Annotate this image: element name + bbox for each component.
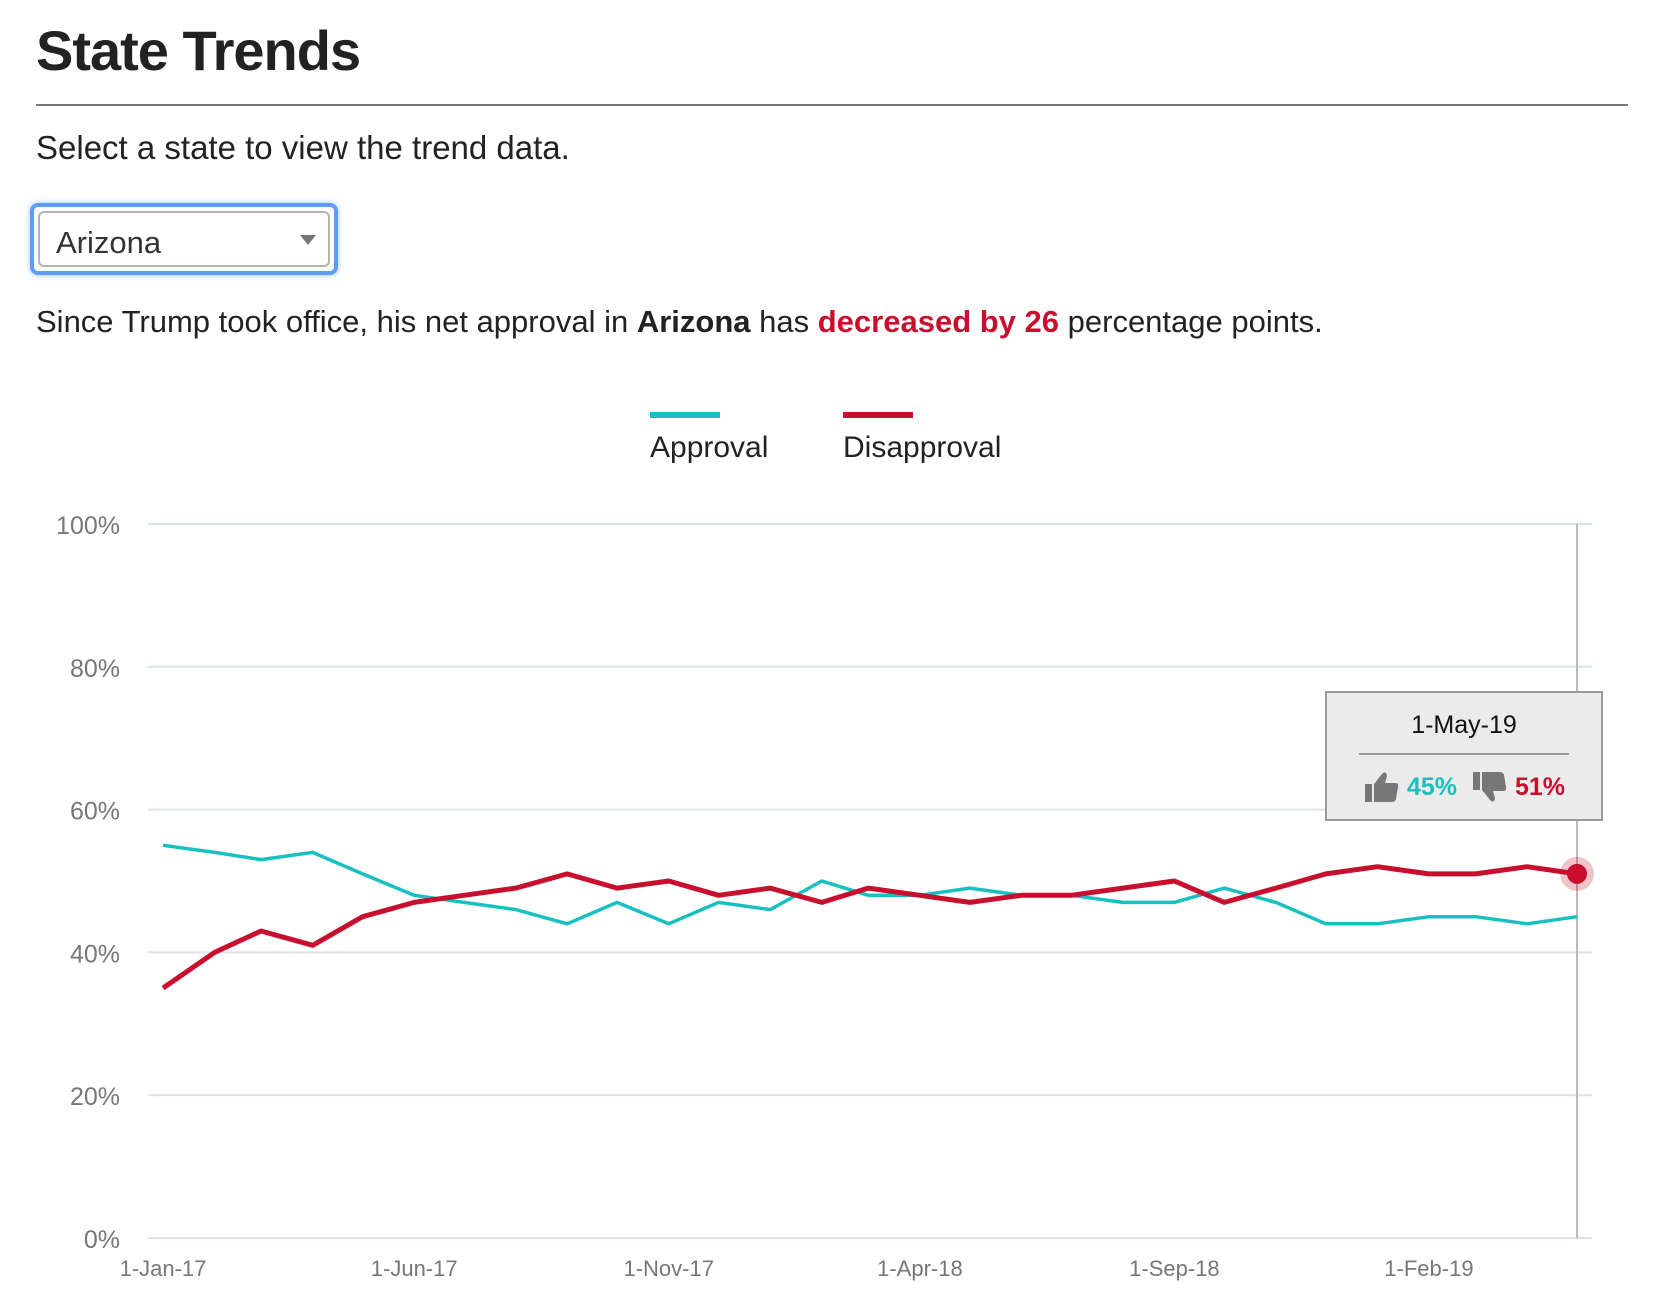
state-select-box[interactable]: Arizona (38, 211, 330, 267)
y-axis: 0% 20% 40% 60% 80% 100% (56, 512, 120, 1254)
x-tick-label: 1-Jan-17 (120, 1256, 207, 1281)
thumbs-down-icon (1473, 772, 1507, 802)
summary-suffix: percentage points. (1067, 304, 1323, 339)
x-tick-label: 1-Jun-17 (371, 1256, 458, 1281)
chart-series (161, 843, 1578, 991)
tooltip-date: 1-May-19 (1411, 711, 1517, 739)
summary-change: decreased by 26 (817, 304, 1060, 339)
y-tick-label: 0% (84, 1226, 120, 1254)
series-line-approval (162, 843, 1578, 926)
y-tick-label: 40% (70, 940, 120, 968)
net-approval-summary: Since Trump took office, his net approva… (36, 304, 1323, 340)
x-tick-label: 1-Sep-18 (1129, 1256, 1220, 1281)
legend-label-approval: Approval (650, 431, 768, 464)
highlight-point-disapproval[interactable] (1567, 863, 1587, 884)
title-divider (36, 104, 1628, 106)
summary-state: Arizona (636, 304, 751, 339)
legend-label-disapproval: Disapproval (843, 431, 1001, 464)
tooltip-disapproval-value: 51% (1515, 772, 1566, 801)
y-tick-label: 100% (56, 512, 120, 540)
tooltip-approval-value: 45% (1406, 772, 1457, 801)
y-tick-label: 20% (70, 1083, 120, 1111)
chart-legend: Approval Disapproval (650, 412, 1001, 464)
x-tick-label: 1-Feb-19 (1384, 1256, 1473, 1281)
y-tick-label: 80% (70, 655, 120, 683)
chevron-down-icon (300, 235, 316, 245)
x-tick-label: 1-Apr-18 (877, 1256, 963, 1281)
state-select-value: Arizona (56, 225, 162, 260)
tooltip-divider (1359, 753, 1569, 755)
y-tick-label: 60% (70, 798, 120, 826)
page-title: State Trends (36, 19, 361, 82)
thumbs-up-icon (1364, 772, 1399, 802)
x-tick-label: 1-Nov-17 (623, 1256, 713, 1281)
x-axis: 1-Jan-17 1-Jun-17 1-Nov-17 1-Apr-18 1-Sep-18… (120, 1256, 1474, 1281)
instructions-text: Select a state to view the trend data. (36, 129, 570, 166)
chart-markers[interactable] (1560, 856, 1594, 891)
chart-grid (148, 523, 1592, 1239)
tooltip-values: 45% 51% (1327, 769, 1601, 805)
series-line-disapproval (161, 864, 1578, 991)
summary-prefix: Since Trump took office, his net approva… (36, 304, 629, 339)
data-tooltip: 1-May-19 45% 51% (1325, 691, 1603, 821)
summary-middle: has (759, 304, 810, 339)
state-select[interactable]: Arizona (30, 203, 338, 275)
